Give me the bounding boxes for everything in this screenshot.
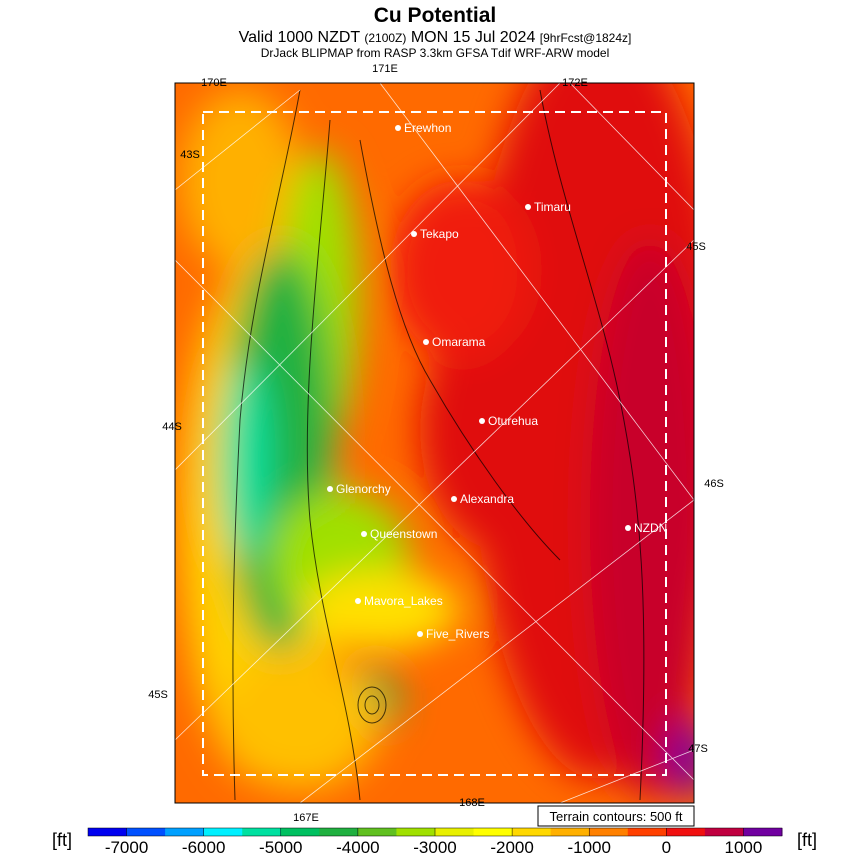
colorbar-tick-label: -4000 <box>336 838 379 857</box>
colorbar-tick-label: 0 <box>662 838 671 857</box>
title: Cu Potential <box>374 4 497 27</box>
colorbar-segment <box>203 828 243 836</box>
place-label: Glenorchy <box>336 482 391 496</box>
place-dot <box>417 631 423 637</box>
colorbar-segment <box>512 828 552 836</box>
grid-label: 171E <box>372 63 398 75</box>
place-label: NZDN <box>634 521 667 535</box>
colorbar-tick-label: -7000 <box>105 838 148 857</box>
utc: (2100Z) <box>364 31 406 45</box>
unit-label: [ft] <box>797 830 817 850</box>
subtitle: Valid 1000 NZDT (2100Z) MON 15 Jul 2024 … <box>239 29 632 46</box>
place-dot <box>479 418 485 424</box>
colorbar-segment <box>589 828 629 836</box>
grid-label: 168E <box>459 797 485 809</box>
colorbar-segment <box>357 828 397 836</box>
colorbar-segment <box>473 828 513 836</box>
grid-label: 47S <box>688 743 708 755</box>
source: DrJack BLIPMAP from RASP 3.3km GFSA Tdif… <box>261 46 610 60</box>
place-label: Erewhon <box>404 121 451 135</box>
colorbar-segment <box>666 828 706 836</box>
grid-label: 45S <box>148 689 168 701</box>
colorbar-tick-label: 1000 <box>725 838 763 857</box>
place-label: Alexandra <box>460 492 514 506</box>
place-label: Omarama <box>432 335 486 349</box>
place-label: Timaru <box>534 200 571 214</box>
forecast: [9hrFcst@1824z] <box>540 31 632 45</box>
place-label: Queenstown <box>370 527 437 541</box>
valid: Valid 1000 NZDT <box>239 29 361 46</box>
unit-label: [ft] <box>52 830 72 850</box>
colorbar-segment <box>435 828 475 836</box>
map-frame <box>174 82 695 804</box>
grid-label: 44S <box>162 421 182 433</box>
place-label: Oturehua <box>488 414 538 428</box>
place-dot <box>411 231 417 237</box>
colorbar-segment <box>627 828 667 836</box>
grid-label: 172E <box>562 77 588 89</box>
place-dot <box>423 339 429 345</box>
note-box <box>537 805 695 827</box>
grid-label: 46S <box>704 478 724 490</box>
place-label: Five_Rivers <box>426 627 489 641</box>
place-dot <box>355 598 361 604</box>
colorbar-segment <box>88 828 128 836</box>
place-dot <box>451 496 457 502</box>
colorbar-segment <box>396 828 436 836</box>
colorbar-segment <box>126 828 166 836</box>
colorbar-segment <box>242 828 282 836</box>
grid-label: 170E <box>201 77 227 89</box>
place-dot <box>327 486 333 492</box>
colorbar-tick-label: -2000 <box>490 838 533 857</box>
grid-label: 167E <box>293 812 319 824</box>
colorbar-segment <box>319 828 359 836</box>
map-field <box>175 83 694 803</box>
place-label: Tekapo <box>420 227 459 241</box>
date: MON 15 Jul 2024 <box>411 29 536 46</box>
colorbar-segment <box>704 828 744 836</box>
grid-label: 45S <box>686 241 706 253</box>
grid-label: 43S <box>180 149 200 161</box>
place-dot <box>525 204 531 210</box>
colorbar-tick-label: -6000 <box>182 838 225 857</box>
colorbar-tick-label: -5000 <box>259 838 302 857</box>
place-dot <box>625 525 631 531</box>
colorbar-segment <box>743 828 783 836</box>
place-dot <box>395 125 401 131</box>
terrain-note: Terrain contours: 500 ft <box>550 809 683 824</box>
place-label: Mavora_Lakes <box>364 594 443 608</box>
colorbar-tick-label: -3000 <box>413 838 456 857</box>
colorbar-segment <box>165 828 205 836</box>
domain-box <box>202 111 667 776</box>
colorbar-segment <box>280 828 320 836</box>
place-dot <box>361 531 367 537</box>
colorbar-segment <box>550 828 590 836</box>
colorbar-tick-label: -1000 <box>567 838 610 857</box>
